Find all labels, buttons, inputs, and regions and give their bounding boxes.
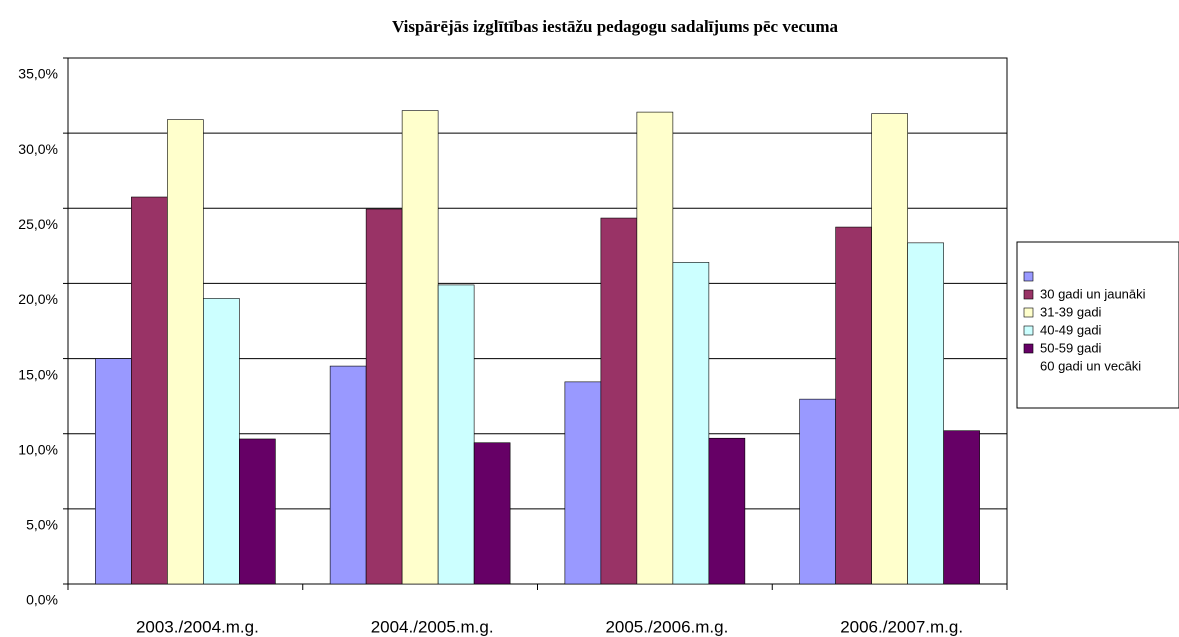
x-tick-label: 2005./2006.m.g.: [605, 617, 728, 636]
y-tick-label: 15,0%: [18, 366, 58, 382]
bar: [835, 226, 872, 585]
x-tick-label: 2006./2007.m.g.: [840, 617, 963, 636]
x-tick-label: 2004./2005.m.g.: [371, 617, 494, 636]
bar: [799, 398, 836, 585]
bar: [365, 208, 403, 585]
y-tick-label: 5,0%: [26, 517, 58, 533]
legend-swatch: [1023, 343, 1034, 354]
bar: [907, 242, 944, 585]
bar: [636, 111, 674, 585]
bar: [943, 430, 980, 585]
bar: [437, 284, 475, 585]
x-tick-label: 2003./2004.m.g.: [136, 617, 259, 636]
bar: [564, 381, 602, 585]
bar: [95, 358, 132, 585]
bar: [871, 113, 908, 585]
y-tick-label: 0,0%: [26, 592, 58, 608]
legend-swatch: [1023, 289, 1034, 300]
bar: [672, 262, 710, 585]
legend-label: 30 gadi un jaunāki: [1040, 286, 1146, 301]
bar: [600, 217, 638, 585]
bar: [708, 437, 746, 585]
legend-swatch: [1023, 325, 1034, 336]
legend-label: 31-39 gadi: [1040, 304, 1102, 319]
bar: [239, 438, 276, 585]
bar: [131, 196, 168, 585]
legend-label: 60 gadi un vecāki: [1040, 358, 1141, 373]
bar: [329, 365, 367, 585]
legend-label: 50-59 gadi: [1040, 340, 1102, 355]
y-tick-label: 35,0%: [18, 66, 58, 82]
bar: [473, 442, 511, 585]
y-tick-label: 20,0%: [18, 291, 58, 307]
bar: [203, 298, 240, 585]
legend-label: 40-49 gadi: [1040, 322, 1102, 337]
legend: [1016, 241, 1179, 409]
y-tick-label: 30,0%: [18, 141, 58, 157]
y-tick-label: 10,0%: [18, 441, 58, 457]
bar: [401, 110, 439, 585]
legend-swatch: [1023, 271, 1034, 282]
y-tick-label: 25,0%: [18, 216, 58, 232]
chart-title: Vispārējās izglītības iestāžu pedagogu s…: [392, 17, 839, 36]
bar: [167, 119, 204, 585]
legend-swatch: [1023, 307, 1034, 318]
